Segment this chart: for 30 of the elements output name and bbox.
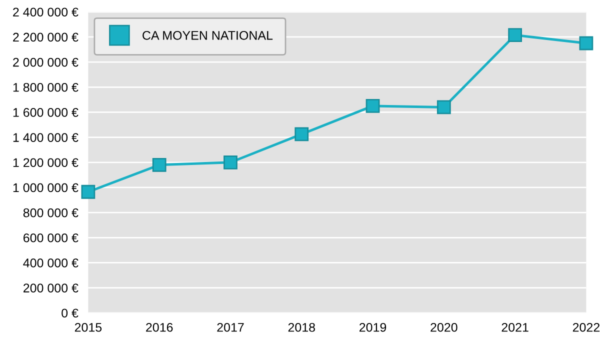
point [81, 184, 96, 199]
y-tick-label: 600 000 € [24, 233, 78, 242]
point [508, 28, 522, 42]
point [366, 99, 380, 113]
point [294, 127, 309, 142]
y-tick-label: 2 000 000 € [13, 58, 78, 67]
x-tick-label: 2019 [360, 322, 386, 332]
y-tick-label: 1 200 000 € [13, 158, 78, 168]
point [436, 100, 451, 114]
x-tick-label: 2021 [502, 322, 528, 332]
point [224, 155, 238, 170]
y-tick-label: 1 800 000 € [13, 82, 78, 92]
point [579, 36, 594, 50]
x-tick-label: 2017 [217, 322, 244, 332]
legend-label: CA MOYEN NATIONAL [142, 30, 273, 40]
y-tick-label: 400 000 € [23, 258, 78, 268]
x-tick-label: 2018 [288, 322, 315, 332]
point [152, 158, 166, 172]
x-tick-label: 2022 [572, 322, 600, 332]
y-tick-label: 2 200 000 € [13, 32, 78, 42]
y-tick-label: 2 400 000 € [13, 8, 78, 17]
y-tick-label: 0 € [62, 308, 78, 318]
x-tick-label: 2016 [146, 322, 173, 332]
x-tick-label: 2015 [74, 322, 102, 332]
y-tick-label: 1 400 000 € [13, 133, 78, 142]
y-tick-label: 200 000 € [24, 284, 78, 292]
y-tick-label: 1 600 000 € [13, 108, 78, 117]
y-tick-label: 800 000 € [23, 208, 78, 218]
x-tick-label: 2020 [430, 322, 458, 332]
y-tick-label: 1 000 000 € [13, 183, 78, 192]
